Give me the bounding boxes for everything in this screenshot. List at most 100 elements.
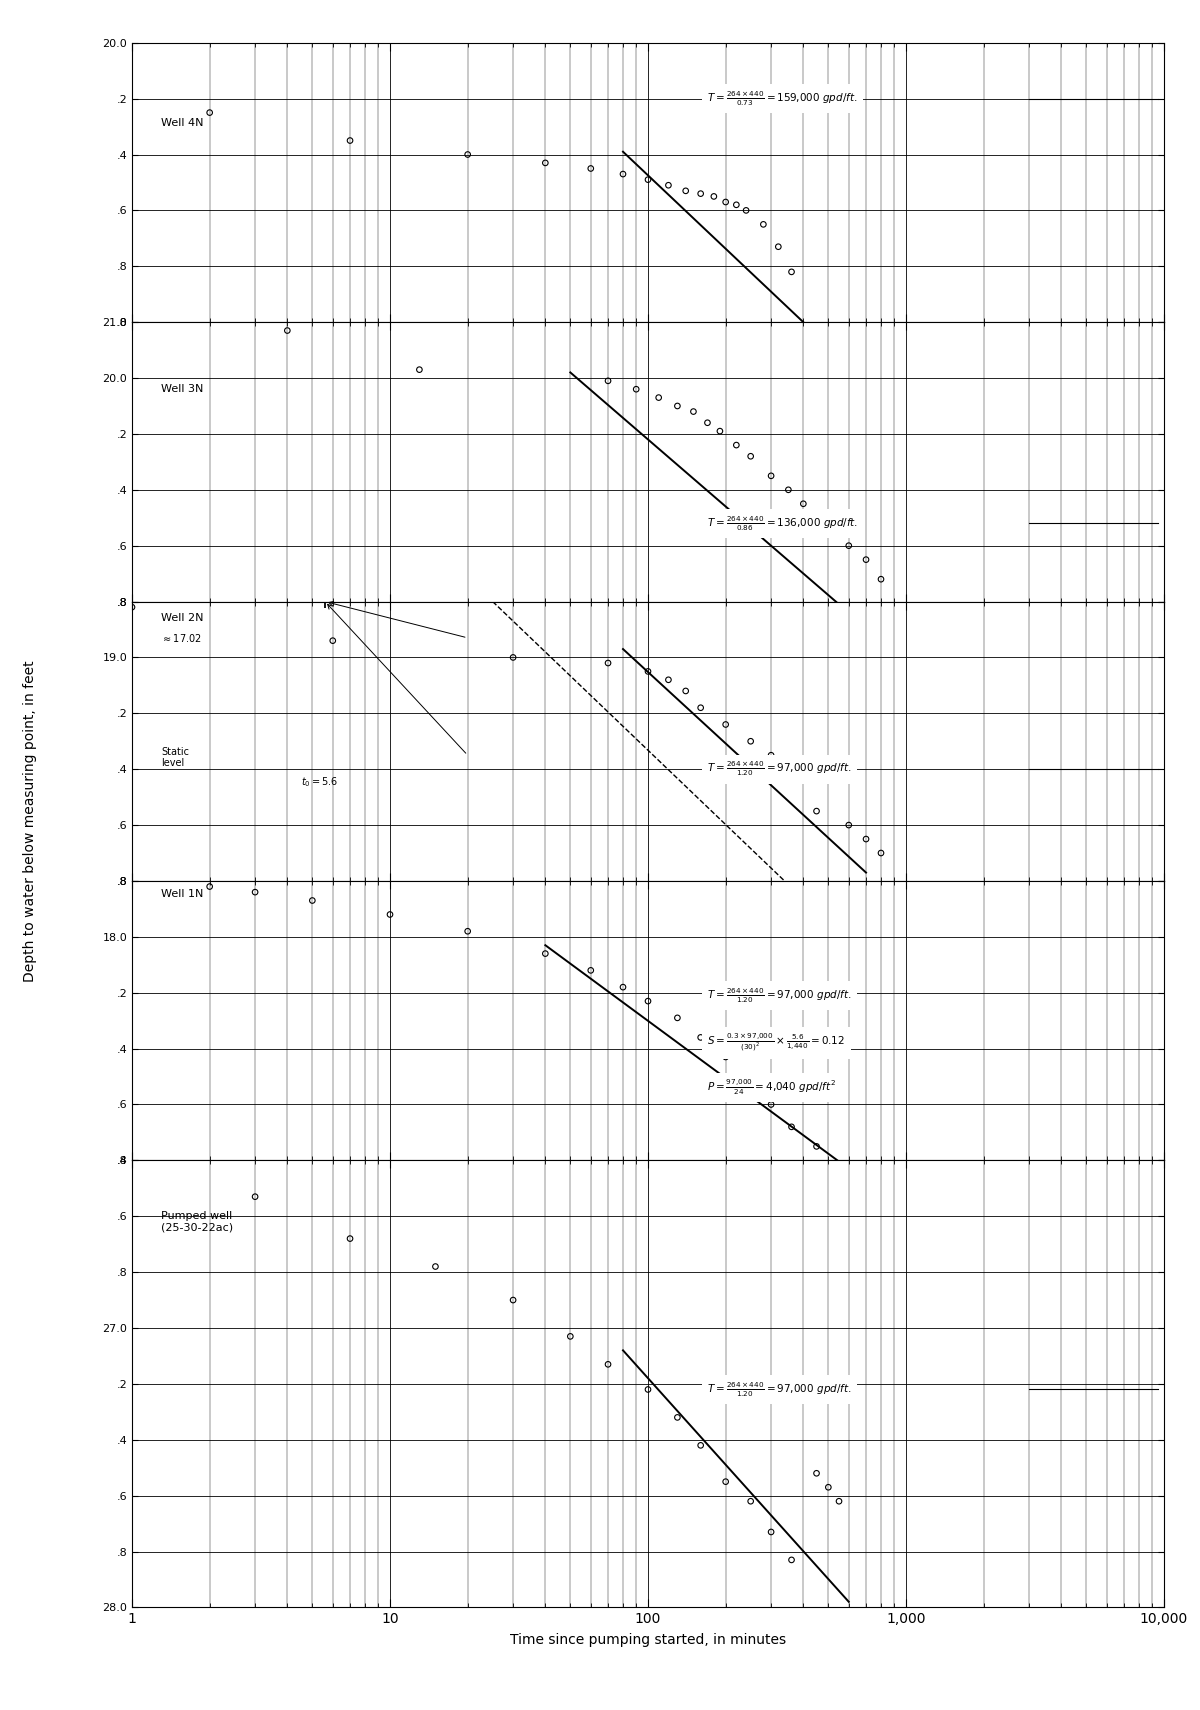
Point bbox=[782, 1113, 802, 1141]
Text: Depth to water below measuring point, in feet: Depth to water below measuring point, in… bbox=[23, 660, 37, 982]
Text: $T=\frac{264\times440}{0.73}=159{,}000\ gpd/ft.$: $T=\frac{264\times440}{0.73}=159{,}000\ … bbox=[708, 89, 858, 108]
Point bbox=[667, 1004, 686, 1031]
Point bbox=[716, 188, 736, 215]
Point bbox=[737, 197, 756, 224]
Point bbox=[727, 192, 746, 219]
Point bbox=[782, 1546, 802, 1573]
Point bbox=[626, 376, 646, 404]
Point bbox=[742, 727, 761, 754]
Point bbox=[560, 1324, 580, 1351]
Point bbox=[698, 409, 718, 436]
Point bbox=[829, 1488, 848, 1515]
Point bbox=[684, 398, 703, 426]
Point bbox=[581, 156, 600, 183]
Point bbox=[613, 973, 632, 1000]
Point bbox=[323, 628, 342, 655]
Point bbox=[779, 475, 798, 503]
Point bbox=[793, 491, 812, 518]
Point bbox=[871, 1180, 890, 1207]
Text: $\approx17.02$: $\approx17.02$ bbox=[161, 633, 203, 645]
Point bbox=[667, 392, 686, 419]
Point bbox=[599, 650, 618, 677]
Point bbox=[806, 1460, 826, 1488]
Text: $P=\frac{97{,}000}{24}=4{,}040\ gpd/ft^2$: $P=\frac{97{,}000}{24}=4{,}040\ gpd/ft^2… bbox=[708, 1077, 836, 1098]
Point bbox=[782, 258, 802, 286]
Text: $S=\frac{0.3\times97{,}000}{(30)^2}\times\frac{5.6}{1{,}440}=0.12$: $S=\frac{0.3\times97{,}000}{(30)^2}\time… bbox=[708, 1033, 846, 1053]
Point bbox=[676, 677, 695, 705]
Point bbox=[742, 1488, 761, 1515]
Point bbox=[246, 1183, 265, 1211]
Point bbox=[839, 811, 858, 838]
Point bbox=[716, 1043, 736, 1070]
Point bbox=[716, 711, 736, 739]
Text: $T=\frac{264\times440}{1.20}=97{,}000\ gpd/ft.$: $T=\frac{264\times440}{1.20}=97{,}000\ g… bbox=[708, 1380, 852, 1399]
Point bbox=[716, 1467, 736, 1495]
Point bbox=[710, 417, 730, 445]
Point bbox=[769, 233, 788, 260]
Point bbox=[676, 178, 695, 205]
X-axis label: Time since pumping started, in minutes: Time since pumping started, in minutes bbox=[510, 1633, 786, 1647]
Point bbox=[871, 840, 890, 867]
Text: $T=\frac{264\times440}{0.86}=136{,}000\ gpd/ft.$: $T=\frac{264\times440}{0.86}=136{,}000\ … bbox=[708, 515, 859, 532]
Point bbox=[613, 161, 632, 188]
Point bbox=[122, 593, 142, 621]
Point bbox=[246, 879, 265, 906]
Point bbox=[704, 183, 724, 210]
Point bbox=[782, 766, 802, 793]
Point bbox=[762, 1518, 781, 1546]
Point bbox=[535, 941, 554, 968]
Point bbox=[380, 901, 400, 929]
Point bbox=[691, 1431, 710, 1459]
Point bbox=[409, 356, 428, 383]
Point bbox=[638, 658, 658, 686]
Point bbox=[762, 462, 781, 489]
Point bbox=[857, 1166, 876, 1194]
Point bbox=[277, 316, 296, 344]
Text: $t_0=5.6$: $t_0=5.6$ bbox=[300, 775, 337, 788]
Text: Static
level: Static level bbox=[161, 747, 190, 768]
Point bbox=[599, 368, 618, 395]
Point bbox=[638, 1377, 658, 1404]
Text: Pumped well
(25-30-22ac): Pumped well (25-30-22ac) bbox=[161, 1211, 234, 1233]
Point bbox=[839, 1153, 858, 1180]
Point bbox=[871, 566, 890, 593]
Text: Well 1N: Well 1N bbox=[161, 889, 204, 899]
Point bbox=[762, 742, 781, 770]
Point bbox=[659, 171, 678, 198]
Point bbox=[535, 149, 554, 176]
Text: $T=\frac{264\times440}{1.20}=97{,}000\ gpd/ft.$: $T=\frac{264\times440}{1.20}=97{,}000\ g… bbox=[708, 759, 852, 778]
Point bbox=[742, 443, 761, 470]
Text: Well 4N: Well 4N bbox=[161, 118, 204, 128]
Point bbox=[818, 1474, 838, 1501]
Point bbox=[691, 180, 710, 207]
Point bbox=[504, 643, 523, 670]
Point bbox=[302, 887, 322, 915]
Point bbox=[638, 987, 658, 1014]
Point bbox=[504, 1286, 523, 1313]
Text: $T=\frac{264\times440}{1.20}=97{,}000\ gpd/ft.$: $T=\frac{264\times440}{1.20}=97{,}000\ g… bbox=[708, 987, 852, 1005]
Point bbox=[754, 210, 773, 238]
Point bbox=[200, 99, 220, 127]
Text: Well 3N: Well 3N bbox=[161, 383, 204, 393]
Point bbox=[341, 1224, 360, 1252]
Point bbox=[667, 1404, 686, 1431]
Point bbox=[200, 872, 220, 899]
Point bbox=[458, 918, 478, 946]
Point bbox=[599, 1351, 618, 1378]
Point bbox=[458, 140, 478, 168]
Point bbox=[839, 532, 858, 559]
Point bbox=[806, 1132, 826, 1159]
Point bbox=[857, 545, 876, 573]
Point bbox=[806, 797, 826, 824]
Point bbox=[581, 956, 600, 983]
Point bbox=[659, 667, 678, 694]
Point bbox=[762, 1091, 781, 1118]
Point bbox=[426, 1253, 445, 1281]
Point bbox=[649, 385, 668, 412]
Point bbox=[742, 1069, 761, 1096]
Point bbox=[818, 518, 838, 545]
Point bbox=[341, 127, 360, 154]
Point bbox=[727, 431, 746, 458]
Point bbox=[691, 1024, 710, 1052]
Point bbox=[691, 694, 710, 722]
